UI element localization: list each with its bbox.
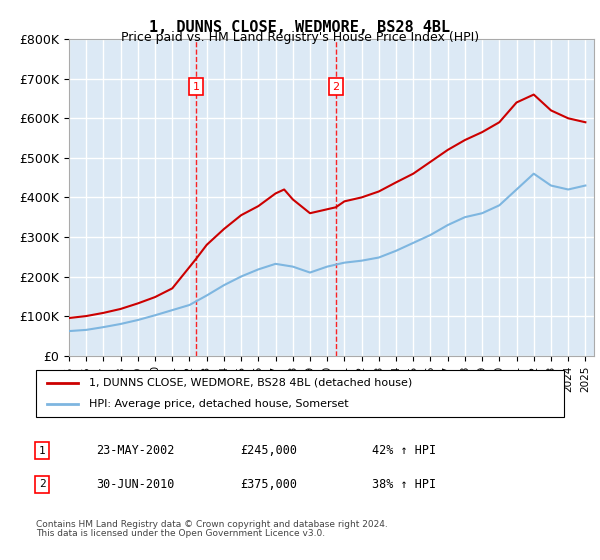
FancyBboxPatch shape [36,370,564,417]
Text: Contains HM Land Registry data © Crown copyright and database right 2024.: Contains HM Land Registry data © Crown c… [36,520,388,529]
Text: 30-JUN-2010: 30-JUN-2010 [96,478,175,491]
Text: 23-MAY-2002: 23-MAY-2002 [96,444,175,458]
Text: 2: 2 [332,82,340,92]
Text: 38% ↑ HPI: 38% ↑ HPI [372,478,436,491]
Text: £245,000: £245,000 [240,444,297,458]
Text: 1, DUNNS CLOSE, WEDMORE, BS28 4BL (detached house): 1, DUNNS CLOSE, WEDMORE, BS28 4BL (detac… [89,378,412,388]
Text: 42% ↑ HPI: 42% ↑ HPI [372,444,436,458]
Text: Price paid vs. HM Land Registry's House Price Index (HPI): Price paid vs. HM Land Registry's House … [121,31,479,44]
Text: 2: 2 [38,479,46,489]
Text: HPI: Average price, detached house, Somerset: HPI: Average price, detached house, Some… [89,399,349,409]
Text: 1: 1 [193,82,200,92]
Text: 1: 1 [38,446,46,456]
Text: 1, DUNNS CLOSE, WEDMORE, BS28 4BL: 1, DUNNS CLOSE, WEDMORE, BS28 4BL [149,20,451,35]
Text: This data is licensed under the Open Government Licence v3.0.: This data is licensed under the Open Gov… [36,529,325,538]
Text: £375,000: £375,000 [240,478,297,491]
